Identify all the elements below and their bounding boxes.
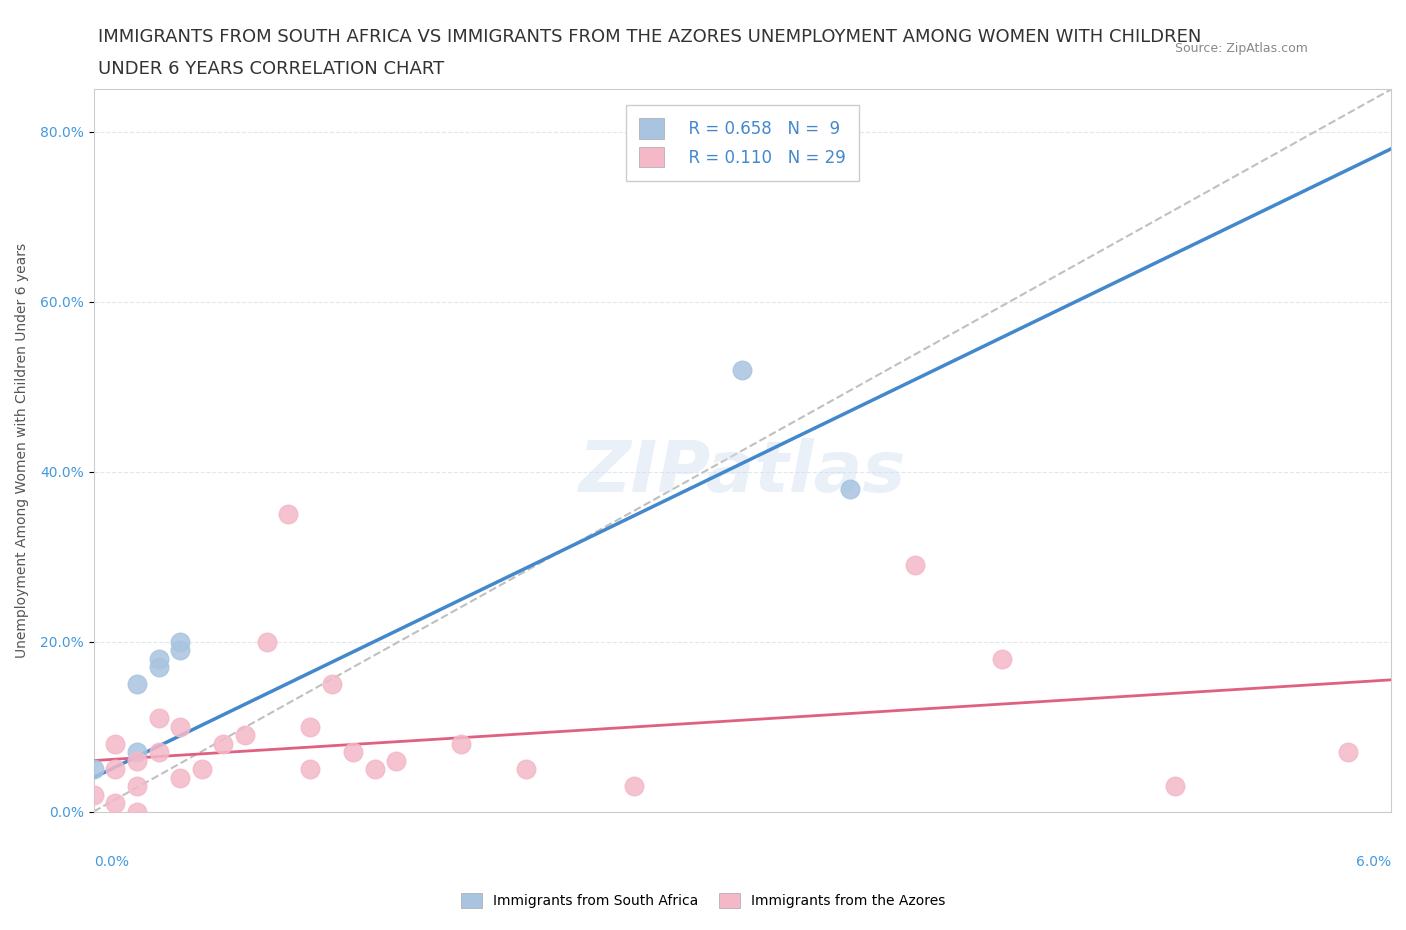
Point [321, 677, 343, 692]
Point [169, 643, 191, 658]
Point [148, 711, 170, 725]
Point [148, 745, 170, 760]
Point [298, 762, 321, 777]
Point [191, 762, 214, 777]
Point [169, 770, 191, 785]
Point [342, 745, 364, 760]
Point [125, 745, 148, 760]
Point [233, 727, 256, 742]
Text: UNDER 6 YEARS CORRELATION CHART: UNDER 6 YEARS CORRELATION CHART [98, 60, 444, 78]
Point [385, 753, 408, 768]
Point [277, 507, 299, 522]
Point [148, 659, 170, 674]
Text: 6.0%: 6.0% [1355, 855, 1391, 869]
Point [83, 762, 105, 777]
Point [298, 719, 321, 734]
Point [148, 651, 170, 666]
Point [515, 762, 537, 777]
Point [125, 778, 148, 793]
Point [104, 737, 127, 751]
Point [104, 762, 127, 777]
Text: IMMIGRANTS FROM SOUTH AFRICA VS IMMIGRANTS FROM THE AZORES UNEMPLOYMENT AMONG WO: IMMIGRANTS FROM SOUTH AFRICA VS IMMIGRAN… [98, 28, 1202, 46]
Text: 0.0%: 0.0% [94, 855, 129, 869]
Point [212, 737, 235, 751]
Point [125, 677, 148, 692]
Point [623, 778, 645, 793]
Point [125, 753, 148, 768]
Point [364, 762, 387, 777]
Point [991, 651, 1014, 666]
Point [904, 558, 927, 573]
Y-axis label: Unemployment Among Women with Children Under 6 years: Unemployment Among Women with Children U… [15, 243, 30, 658]
Point [731, 363, 754, 378]
Point [1164, 778, 1187, 793]
Point [104, 795, 127, 810]
Text: Source: ZipAtlas.com: Source: ZipAtlas.com [1174, 42, 1308, 55]
Point [83, 787, 105, 802]
Point [169, 719, 191, 734]
Point [256, 634, 278, 649]
Point [1337, 745, 1360, 760]
Point [450, 737, 472, 751]
Text: ZIPatlas: ZIPatlas [579, 438, 905, 507]
Point [125, 804, 148, 819]
Legend:   R = 0.658   N =  9,   R = 0.110   N = 29: R = 0.658 N = 9, R = 0.110 N = 29 [626, 105, 859, 180]
Point [169, 634, 191, 649]
Point [839, 481, 862, 496]
Legend: Immigrants from South Africa, Immigrants from the Azores: Immigrants from South Africa, Immigrants… [456, 888, 950, 914]
